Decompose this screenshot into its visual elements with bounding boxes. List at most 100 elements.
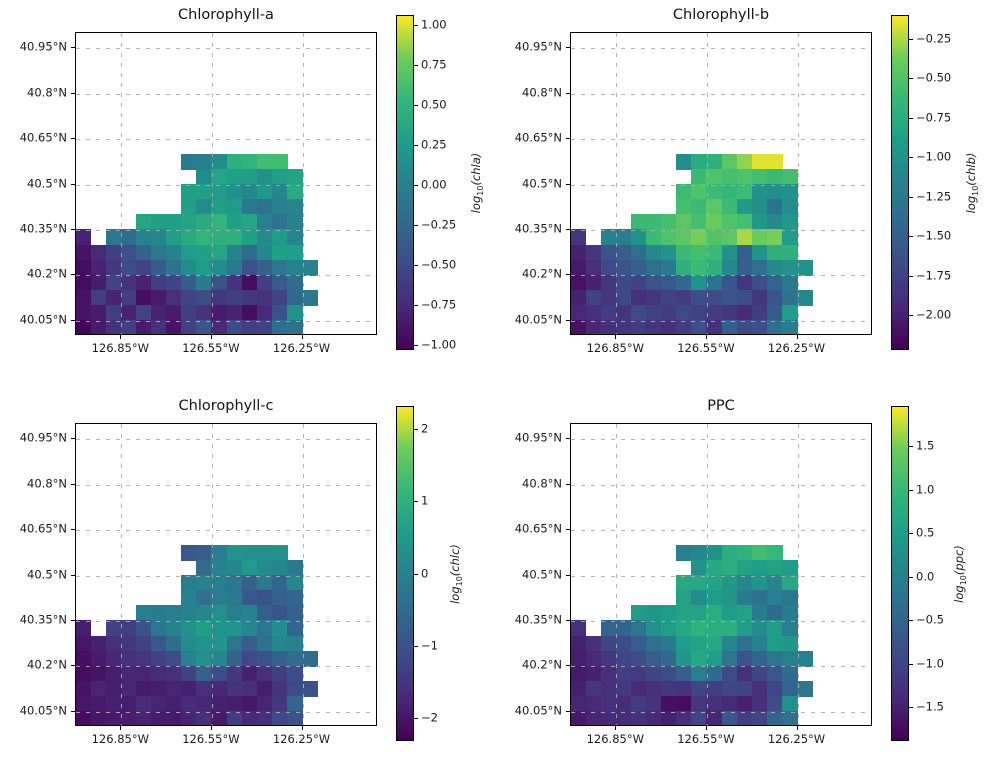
heatmap-cell <box>630 244 647 261</box>
heatmap-cell <box>181 635 198 652</box>
colorbar-tick-mark <box>909 663 913 665</box>
heatmap-cell <box>630 650 647 667</box>
heatmap-cell <box>615 305 632 322</box>
heatmap-cell <box>630 665 647 682</box>
heatmap-cell <box>76 681 92 697</box>
heatmap-cell <box>736 259 753 276</box>
y-tick-label: 40.65°N <box>514 521 562 536</box>
heatmap-cell <box>120 259 137 276</box>
heatmap-cell <box>766 544 783 561</box>
heatmap-cell <box>90 305 107 322</box>
gridline-horizontal <box>76 575 376 577</box>
heatmap-cell <box>766 696 783 713</box>
heatmap-cell <box>271 199 288 216</box>
heatmap-cell <box>736 290 753 306</box>
heatmap-cell <box>135 290 152 306</box>
heatmap-cell <box>661 305 677 322</box>
heatmap-cell <box>615 665 632 682</box>
x-tick-label: 126.55°W <box>677 341 735 355</box>
heatmap-cell <box>226 575 243 591</box>
heatmap-cell <box>241 575 258 591</box>
heatmap-cell <box>766 711 783 725</box>
heatmap-cell <box>721 290 738 306</box>
map-axes-ppc <box>570 423 872 726</box>
gridline-horizontal <box>76 139 376 141</box>
heatmap-cell <box>256 153 273 170</box>
heatmap-cell <box>571 290 587 306</box>
heatmap-cell <box>630 681 647 697</box>
heatmap-cell <box>706 168 723 185</box>
map-axes-chla <box>75 32 377 335</box>
heatmap-cell <box>135 274 152 291</box>
colorbar-tick-label: −0.50 <box>421 257 457 272</box>
heatmap-cell <box>120 290 137 306</box>
colorbar-tick-label: −1.25 <box>916 188 952 203</box>
heatmap-cell <box>706 199 723 216</box>
heatmap-cell <box>271 696 288 713</box>
heatmap-cell <box>105 696 122 713</box>
heatmap-cell <box>676 544 693 561</box>
heatmap-cell <box>271 168 288 185</box>
colorbar-tick-label: −0.75 <box>421 297 457 312</box>
gridline-horizontal <box>76 184 376 186</box>
heatmap-cell <box>211 590 228 607</box>
colorbar-axis-label-ppc: log10(ppc) <box>951 544 969 603</box>
heatmap-cell <box>256 559 273 576</box>
heatmap-cell <box>181 153 198 170</box>
heatmap-cell <box>120 320 137 334</box>
heatmap-cell <box>751 575 768 591</box>
colorbar-tick-mark <box>909 446 913 448</box>
y-tick-mark <box>71 710 75 712</box>
heatmap-cell <box>211 665 228 682</box>
heatmap-cell <box>661 650 677 667</box>
heatmap-cell <box>600 259 617 276</box>
heatmap-cell <box>721 305 738 322</box>
heatmap-cell <box>571 259 587 276</box>
heatmap-cell <box>196 184 213 200</box>
heatmap-cell <box>646 290 662 306</box>
heatmap-cell <box>615 229 632 246</box>
heatmap-cell <box>135 620 152 637</box>
heatmap-cell <box>615 290 632 306</box>
heatmap-cell <box>781 559 798 576</box>
heatmap-cell <box>181 244 198 261</box>
heatmap-cell <box>135 259 152 276</box>
heatmap-cell <box>630 214 647 231</box>
heatmap-cell <box>271 259 288 276</box>
heatmap-cell <box>585 665 602 682</box>
colorbar-tick-mark <box>414 717 418 719</box>
heatmap-cell <box>226 696 243 713</box>
heatmap-cell <box>211 199 228 216</box>
gridline-horizontal <box>76 484 376 486</box>
heatmap-cell <box>226 168 243 185</box>
heatmap-cell <box>676 274 693 291</box>
heatmap-cell <box>181 290 198 306</box>
heatmap-cell <box>661 244 677 261</box>
heatmap-cell <box>676 635 693 652</box>
heatmap-cell <box>766 681 783 697</box>
heatmap-cell <box>256 199 273 216</box>
heatmap-cell <box>76 274 92 291</box>
gridline-horizontal <box>571 48 871 50</box>
heatmap-cell <box>706 650 723 667</box>
heatmap-cell <box>706 681 723 697</box>
heatmap-cell <box>661 635 677 652</box>
colorbar-tick-mark <box>414 265 418 267</box>
heatmap-cell <box>676 575 693 591</box>
heatmap-cell <box>691 559 708 576</box>
x-tick-label: 126.85°W <box>91 341 149 355</box>
gridline-horizontal <box>76 275 376 277</box>
heatmap-cell <box>271 544 288 561</box>
heatmap-cell <box>646 711 662 725</box>
heatmap-cell <box>797 650 813 667</box>
heatmap-cell <box>241 681 258 697</box>
heatmap-cell <box>630 229 647 246</box>
heatmap-cell <box>736 305 753 322</box>
heatmap-cell <box>751 696 768 713</box>
y-tick-mark <box>71 438 75 440</box>
heatmap-cell <box>196 199 213 216</box>
heatmap-cell <box>286 229 303 246</box>
heatmap-cell <box>241 635 258 652</box>
heatmap-cell <box>90 259 107 276</box>
heatmap-cell <box>151 259 167 276</box>
